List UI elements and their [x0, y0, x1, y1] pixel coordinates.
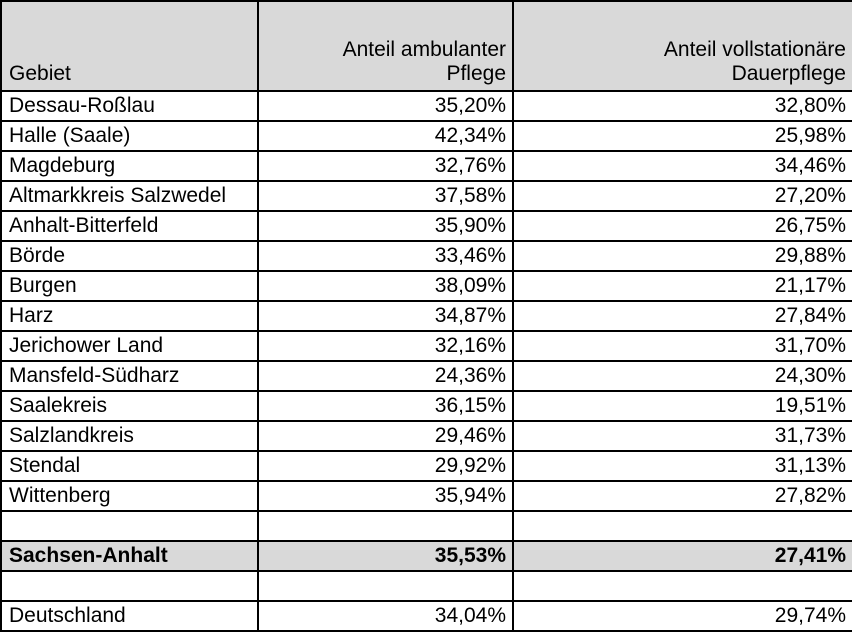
cell-gebiet: Harz — [0, 300, 259, 332]
table-row: Harz 34,87% 27,84% — [0, 300, 852, 332]
cell-gebiet: Saalekreis — [0, 390, 259, 422]
cell-gebiet: Magdeburg — [0, 150, 259, 182]
table-row: Burgen 38,09% 21,17% — [0, 270, 852, 302]
cell-anteil-ambulante-pflege: 32,76% — [257, 150, 514, 182]
cell-anteil-vollstationaere-dauerpflege: 27,41% — [512, 540, 852, 572]
cell-gebiet: Dessau-Roßlau — [0, 90, 259, 122]
cell-anteil-vollstationaere-dauerpflege: 21,17% — [512, 270, 852, 302]
cell-anteil-ambulante-pflege: 34,04% — [257, 600, 514, 632]
spacer-row — [0, 510, 852, 542]
cell-anteil-ambulante-pflege: 35,53% — [257, 540, 514, 572]
cell-gebiet: Anhalt-Bitterfeld — [0, 210, 259, 242]
cell-anteil-vollstationaere-dauerpflege: 27,82% — [512, 480, 852, 512]
cell-anteil-ambulante-pflege: 35,94% — [257, 480, 514, 512]
cell-anteil-ambulante-pflege — [257, 510, 514, 542]
table-body: Dessau-Roßlau 35,20% 32,80% Halle (Saale) 42… — [0, 90, 852, 632]
cell-anteil-vollstationaere-dauerpflege: 31,73% — [512, 420, 852, 452]
cell-gebiet: Jerichower Land — [0, 330, 259, 362]
column-header-gebiet: Gebiet — [0, 0, 259, 92]
cell-anteil-vollstationaere-dauerpflege: 27,20% — [512, 180, 852, 212]
cell-gebiet: Wittenberg — [0, 480, 259, 512]
table-row: Saalekreis 36,15% 19,51% — [0, 390, 852, 422]
table-row: Dessau-Roßlau 35,20% 32,80% — [0, 90, 852, 122]
cell-anteil-vollstationaere-dauerpflege: 34,46% — [512, 150, 852, 182]
table-row: Magdeburg 32,76% 34,46% — [0, 150, 852, 182]
cell-anteil-vollstationaere-dauerpflege: 19,51% — [512, 390, 852, 422]
cell-anteil-vollstationaere-dauerpflege — [512, 510, 852, 542]
table-row: Altmarkkreis Salzwedel 37,58% 27,20% — [0, 180, 852, 212]
cell-anteil-ambulante-pflege: 37,58% — [257, 180, 514, 212]
cell-anteil-vollstationaere-dauerpflege: 31,13% — [512, 450, 852, 482]
cell-gebiet: Deutschland — [0, 600, 259, 632]
column-header-anteil-ambulante-pflege: Anteil ambulanter Pflege — [257, 0, 514, 92]
cell-gebiet — [0, 570, 259, 602]
table-row: Deutschland 34,04% 29,74% — [0, 600, 852, 632]
cell-anteil-ambulante-pflege: 24,36% — [257, 360, 514, 392]
table-row: Halle (Saale) 42,34% 25,98% — [0, 120, 852, 152]
table-row: Jerichower Land 32,16% 31,70% — [0, 330, 852, 362]
cell-anteil-vollstationaere-dauerpflege: 29,74% — [512, 600, 852, 632]
cell-anteil-ambulante-pflege: 35,20% — [257, 90, 514, 122]
column-header-anteil-vollstationaere-dauerpflege: Anteil vollstationäre Dauerpflege — [512, 0, 852, 92]
summary-row: Sachsen-Anhalt 35,53% 27,41% — [0, 540, 852, 572]
cell-anteil-ambulante-pflege: 36,15% — [257, 390, 514, 422]
cell-anteil-ambulante-pflege — [257, 570, 514, 602]
cell-anteil-ambulante-pflege: 42,34% — [257, 120, 514, 152]
cell-anteil-ambulante-pflege: 29,46% — [257, 420, 514, 452]
cell-anteil-vollstationaere-dauerpflege: 29,88% — [512, 240, 852, 272]
table-row: Anhalt-Bitterfeld 35,90% 26,75% — [0, 210, 852, 242]
table-row: Börde 33,46% 29,88% — [0, 240, 852, 272]
cell-anteil-ambulante-pflege: 38,09% — [257, 270, 514, 302]
cell-anteil-ambulante-pflege: 34,87% — [257, 300, 514, 332]
cell-gebiet: Burgen — [0, 270, 259, 302]
cell-anteil-vollstationaere-dauerpflege: 27,84% — [512, 300, 852, 332]
cell-anteil-vollstationaere-dauerpflege: 24,30% — [512, 360, 852, 392]
cell-gebiet: Börde — [0, 240, 259, 272]
table-row: Salzlandkreis 29,46% 31,73% — [0, 420, 852, 452]
cell-anteil-vollstationaere-dauerpflege: 26,75% — [512, 210, 852, 242]
cell-gebiet: Salzlandkreis — [0, 420, 259, 452]
cell-gebiet: Halle (Saale) — [0, 120, 259, 152]
table-row: Mansfeld-Südharz 24,36% 24,30% — [0, 360, 852, 392]
spacer-row — [0, 570, 852, 602]
cell-anteil-vollstationaere-dauerpflege: 31,70% — [512, 330, 852, 362]
cell-anteil-ambulante-pflege: 29,92% — [257, 450, 514, 482]
cell-anteil-ambulante-pflege: 32,16% — [257, 330, 514, 362]
table-row: Wittenberg 35,94% 27,82% — [0, 480, 852, 512]
cell-anteil-ambulante-pflege: 33,46% — [257, 240, 514, 272]
cell-gebiet — [0, 510, 259, 542]
cell-gebiet: Stendal — [0, 450, 259, 482]
header-row: Gebiet Anteil ambulanter Pflege Anteil v… — [0, 0, 852, 92]
cell-anteil-vollstationaere-dauerpflege — [512, 570, 852, 602]
cell-gebiet: Altmarkkreis Salzwedel — [0, 180, 259, 212]
cell-gebiet: Sachsen-Anhalt — [0, 540, 259, 572]
table-row: Stendal 29,92% 31,13% — [0, 450, 852, 482]
cell-anteil-vollstationaere-dauerpflege: 32,80% — [512, 90, 852, 122]
cell-anteil-vollstationaere-dauerpflege: 25,98% — [512, 120, 852, 152]
cell-anteil-ambulante-pflege: 35,90% — [257, 210, 514, 242]
cell-gebiet: Mansfeld-Südharz — [0, 360, 259, 392]
